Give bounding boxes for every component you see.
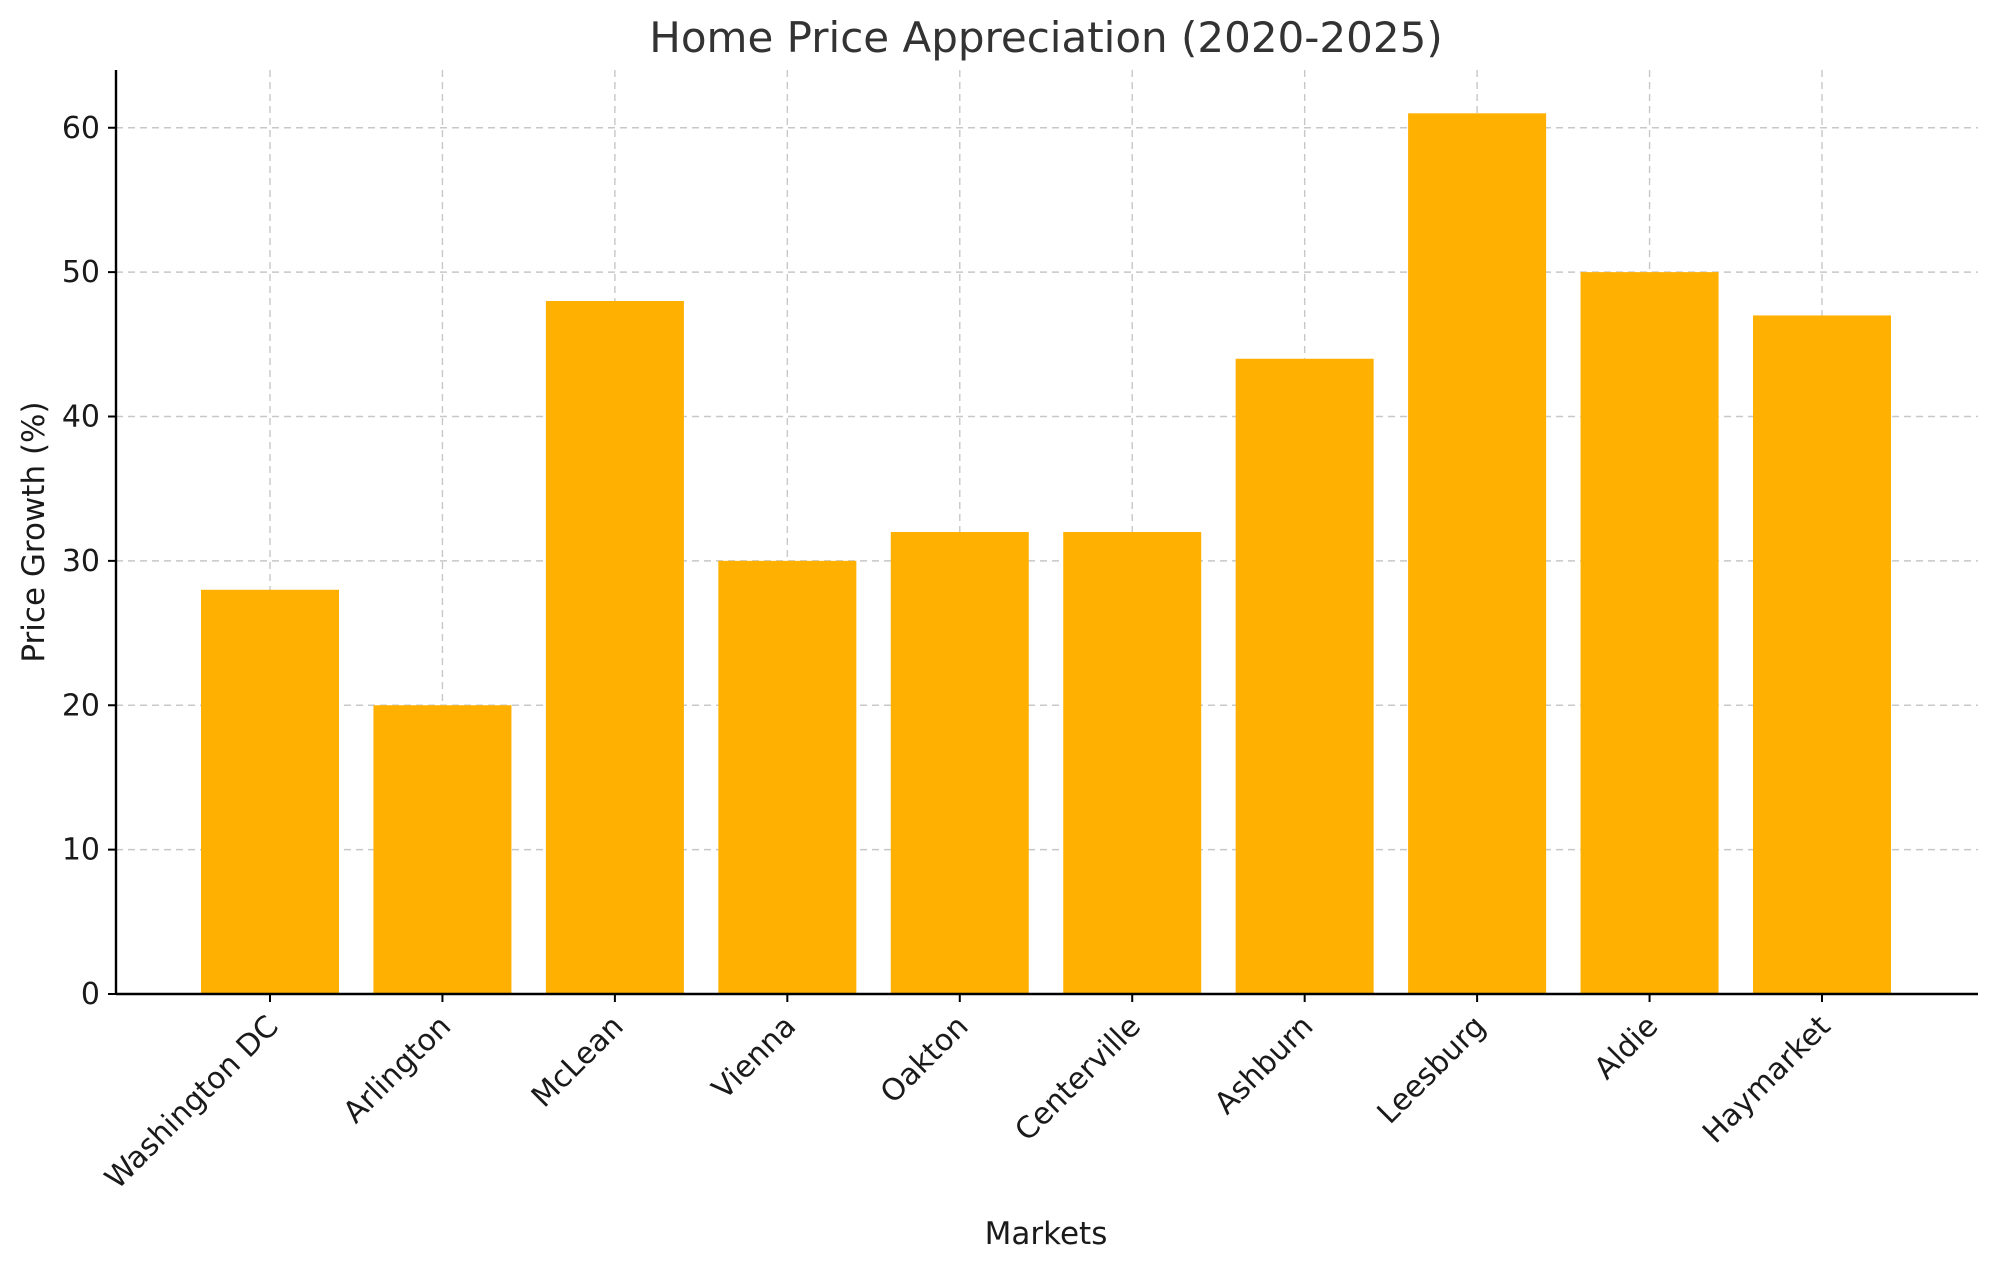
y-tick-label: 50 [62, 255, 100, 290]
y-tick-label: 20 [62, 688, 100, 723]
bar [545, 301, 684, 994]
bar [1235, 358, 1374, 994]
axes [114, 70, 1978, 996]
bar [1580, 272, 1719, 994]
bar [1063, 532, 1202, 994]
bar [718, 560, 857, 994]
bar [1408, 113, 1547, 994]
x-tick-label: Oakton [874, 1009, 975, 1110]
x-tick-label: Haymarket [1696, 1009, 1838, 1151]
x-tick-label: Centerville [1008, 1009, 1147, 1148]
y-tick-label: 10 [62, 833, 100, 868]
bar [373, 705, 512, 994]
x-tick-label: Washington DC [98, 1009, 285, 1196]
y-axis-ticks: 0 10 20 30 40 50 60 [62, 111, 116, 1012]
y-axis-label: Price Growth (%) [16, 401, 52, 662]
x-tick-label: Leesburg [1371, 1009, 1493, 1131]
bars [201, 113, 1891, 994]
x-axis-label: Markets [985, 1216, 1108, 1252]
bar [1753, 315, 1891, 994]
y-tick-label: 60 [62, 111, 100, 146]
x-axis-ticks: Washington DC Arlington McLean Vienna Oakton… [98, 994, 1838, 1196]
x-tick-label: Aldie [1588, 1009, 1666, 1087]
y-tick-label: 30 [62, 544, 100, 579]
x-tick-label: Arlington [337, 1009, 458, 1130]
x-tick-label: McLean [525, 1009, 631, 1115]
x-tick-label: Vienna [705, 1009, 803, 1107]
x-tick-label: Ashburn [1208, 1009, 1320, 1121]
chart-title: Home Price Appreciation (2020-2025) [649, 13, 1442, 62]
bar [890, 532, 1029, 994]
y-tick-label: 0 [81, 977, 100, 1012]
bar [201, 589, 339, 994]
y-tick-label: 40 [62, 400, 100, 435]
